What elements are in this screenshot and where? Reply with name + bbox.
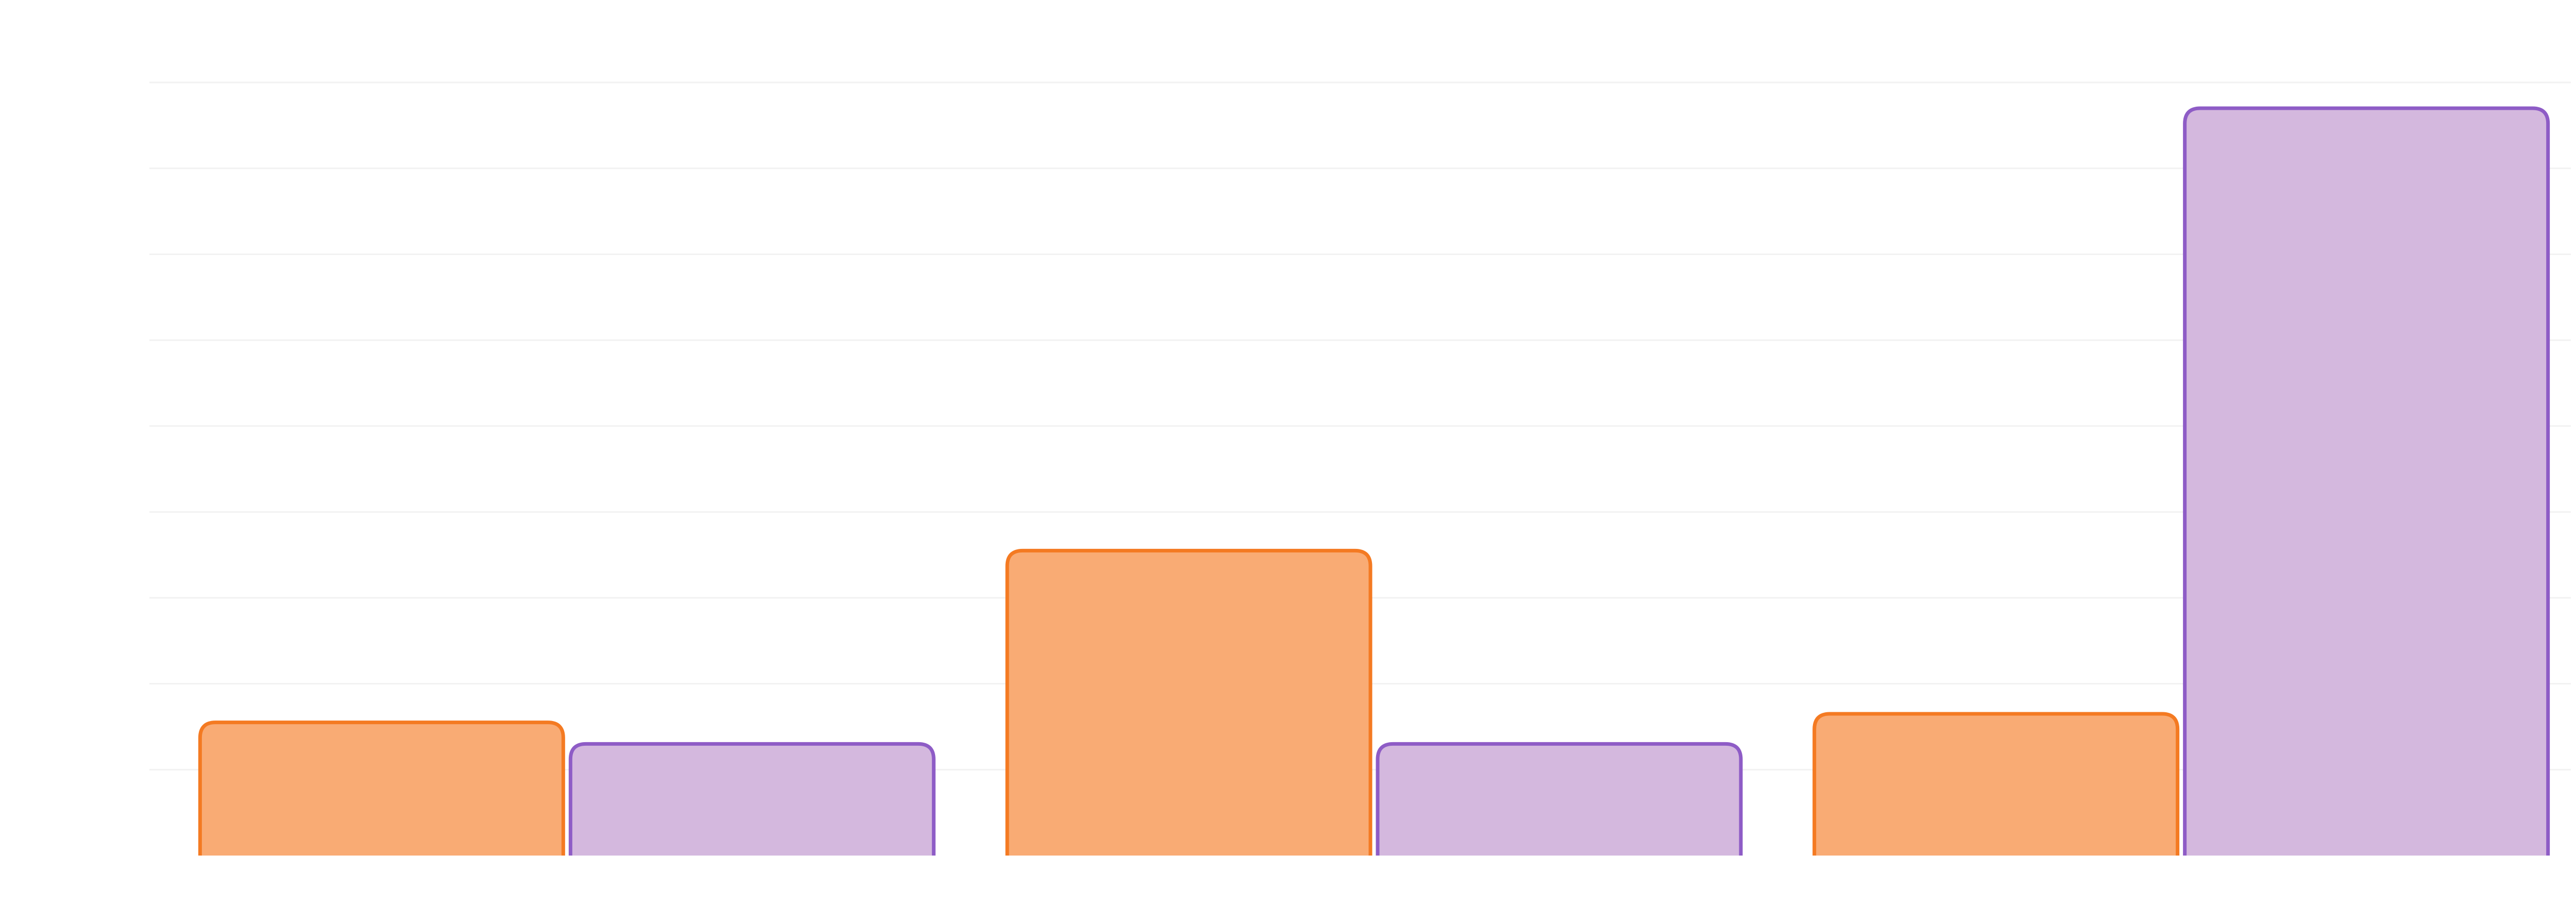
bar-series-1-category-3: [1812, 712, 2180, 856]
bar-series-1-category-1: [198, 721, 565, 856]
bar-series-2-category-1: [568, 742, 936, 856]
bar-series-2-category-3: [2183, 106, 2550, 856]
gridlines: [149, 81, 2571, 771]
bar-series-1-category-2: [1005, 548, 1372, 856]
bars: [198, 106, 2550, 856]
bar-series-2-category-2: [1376, 742, 1743, 856]
